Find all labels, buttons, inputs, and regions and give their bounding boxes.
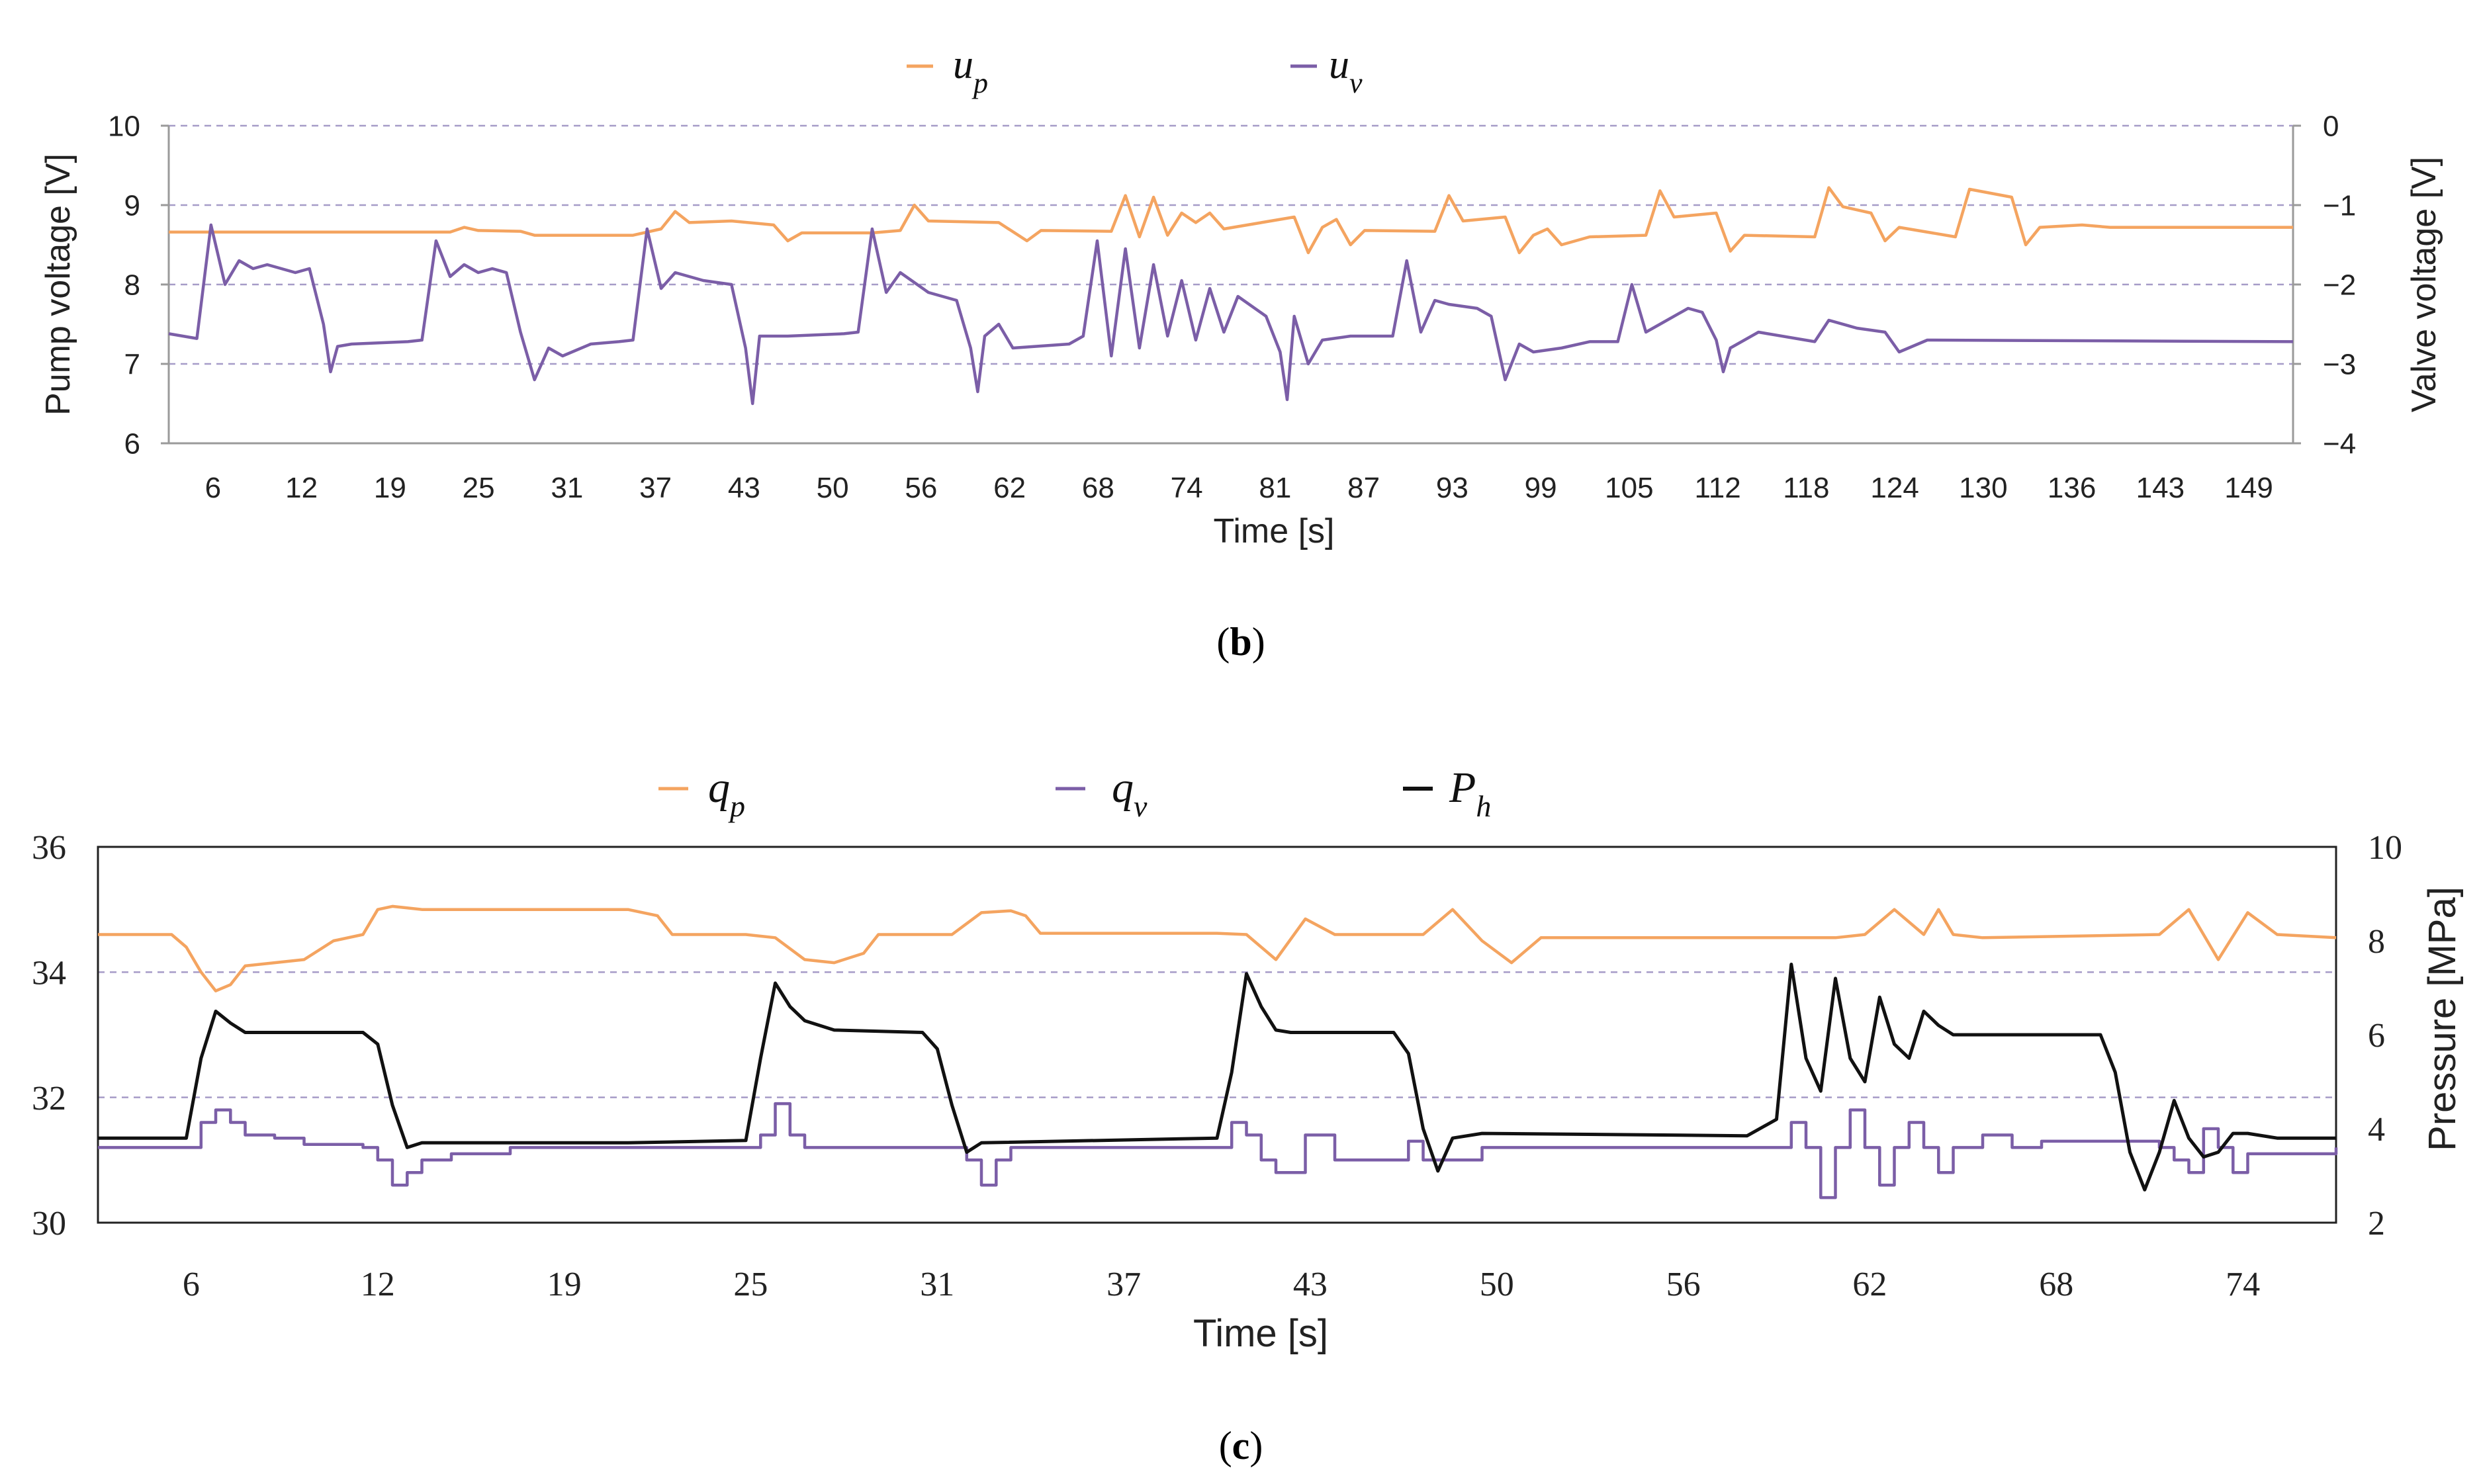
x-tick-label: 56 (1666, 1266, 1701, 1303)
y-tick-label-left: 9 (124, 189, 140, 222)
y-tick-label-right: −1 (2323, 189, 2356, 222)
x-tick-label: 19 (547, 1266, 582, 1303)
y-tick-label-right: −3 (2323, 348, 2356, 380)
y-tick-label-right: 6 (2368, 1017, 2385, 1055)
x-tick-label: 50 (817, 472, 849, 504)
x-tick-label: 81 (1259, 472, 1291, 504)
plot-area-c: 36 34 32 30 10 8 6 4 2 6 12 19 25 31 37 43 50 56 62 68 74 (32, 829, 2402, 1303)
x-tick-label: 31 (551, 472, 583, 504)
chart-c: qp qv Ph 36 34 32 30 10 8 6 4 2 6 12 19 25 31 37 43 50 56… (32, 764, 2464, 1467)
y-tick-label-right: 0 (2323, 110, 2339, 142)
y-tick-label-left: 7 (124, 348, 140, 380)
x-axis-title-c: Time [s] (1193, 1312, 1328, 1355)
x-tick-label: 87 (1347, 472, 1380, 504)
x-tick-label: 12 (361, 1266, 395, 1303)
y-tick-label-right: 8 (2368, 923, 2385, 961)
x-tick-label: 118 (1783, 472, 1829, 504)
x-tick-label: 37 (639, 472, 672, 504)
x-tick-label: 143 (2136, 472, 2185, 504)
legend-uv-label: uv (1329, 42, 1363, 99)
x-tick-label: 105 (1605, 472, 1653, 504)
y-axis-right-title-b: Valve voltage [V] (2405, 157, 2443, 412)
series-line-P-h (98, 963, 2336, 1192)
caption-c: (c) (1219, 1424, 1263, 1467)
x-tick-label: 68 (2039, 1266, 2073, 1303)
y-tick-label-left: 6 (124, 427, 140, 460)
x-tick-label: 93 (1436, 472, 1468, 504)
y-axis-right-title-c: Pressure [MPa] (2421, 887, 2464, 1151)
y-tick-label-right: 2 (2368, 1205, 2385, 1243)
x-tick-label: 12 (285, 472, 318, 504)
x-tick-label: 124 (1870, 472, 1918, 504)
series-line-q-p (98, 904, 2337, 992)
series-line-u-p (169, 186, 2293, 255)
x-tick-label: 74 (1171, 472, 1203, 504)
legend-ph-label: Ph (1449, 764, 1491, 823)
legend-qv-label: qv (1112, 764, 1148, 823)
x-tick-label: 19 (374, 472, 406, 504)
y-tick-label-left: 8 (124, 269, 140, 301)
x-tick-label: 6 (183, 1266, 200, 1303)
y-tick-label-right: 10 (2368, 829, 2402, 867)
x-tick-label: 136 (2048, 472, 2096, 504)
legend-b: up uv (907, 42, 1363, 99)
x-tick-label: 68 (1082, 472, 1114, 504)
series-line-q-v (98, 1102, 2338, 1200)
x-tick-label: 25 (733, 1266, 768, 1303)
y-tick-label-left: 10 (108, 110, 140, 142)
x-tick-label: 31 (920, 1266, 954, 1303)
x-tick-label: 130 (1959, 472, 2007, 504)
x-tick-label: 62 (993, 472, 1026, 504)
legend-up-label: up (953, 42, 988, 99)
x-tick-label: 37 (1106, 1266, 1141, 1303)
y-tick-label-left: 36 (32, 829, 66, 867)
y-tick-label-left: 30 (32, 1205, 66, 1243)
x-tick-label: 43 (1293, 1266, 1328, 1303)
x-tick-label: 56 (905, 472, 937, 504)
x-tick-label: 112 (1695, 472, 1741, 504)
x-tick-label: 6 (205, 472, 221, 504)
y-tick-label-right: 4 (2368, 1111, 2385, 1149)
legend-c: qp qv Ph (658, 764, 1491, 823)
x-tick-label: 43 (728, 472, 760, 504)
x-tick-label: 149 (2224, 472, 2273, 504)
legend-qp-label: qp (708, 764, 745, 823)
plot-frame-c (97, 846, 2337, 1224)
x-tick-label: 62 (1852, 1266, 1887, 1303)
y-tick-label-right: −4 (2323, 427, 2356, 460)
caption-b: (b) (1216, 620, 1265, 664)
x-tick-label: 99 (1525, 472, 1557, 504)
x-tick-label: 74 (2226, 1266, 2260, 1303)
y-tick-label-left: 32 (32, 1080, 66, 1117)
series-line-u-v (168, 223, 2294, 406)
y-tick-label-right: −2 (2323, 269, 2356, 301)
y-tick-label-left: 34 (32, 955, 66, 992)
x-axis-title-b: Time [s] (1214, 512, 1335, 550)
x-tick-label: 25 (463, 472, 495, 504)
y-axis-left-title-b: Pump voltage [V] (39, 153, 77, 415)
x-tick-label: 50 (1480, 1266, 1514, 1303)
